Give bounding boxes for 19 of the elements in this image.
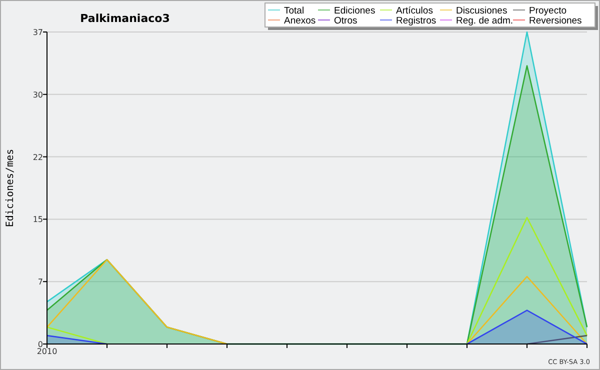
y-tick-label: 15 [32, 215, 43, 224]
legend-label: Otros [334, 16, 358, 26]
legend-label: Total [284, 6, 304, 16]
y-tick-label: 7 [38, 278, 43, 287]
legend-label: Discusiones [456, 6, 508, 16]
legend-label: Reg. de adm. [456, 16, 514, 26]
y-tick-label: 22 [32, 152, 43, 162]
x-tick-label: 2010 [36, 347, 58, 356]
legend-label: Registros [396, 16, 436, 26]
legend-label: Anexos [284, 16, 316, 26]
legend-label: Proyecto [529, 6, 566, 16]
y-tick-label: 30 [32, 90, 43, 100]
chart-title: Palkimaniaco3 [80, 12, 170, 25]
y-tick-label: 0 [38, 340, 43, 349]
legend-label: Ediciones [334, 6, 376, 16]
legend-label: Artículos [396, 6, 434, 16]
y-axis-title: Ediciones/mes [5, 148, 16, 228]
legend-label: Reversiones [529, 16, 582, 26]
y-tick-label: 37 [32, 28, 43, 37]
